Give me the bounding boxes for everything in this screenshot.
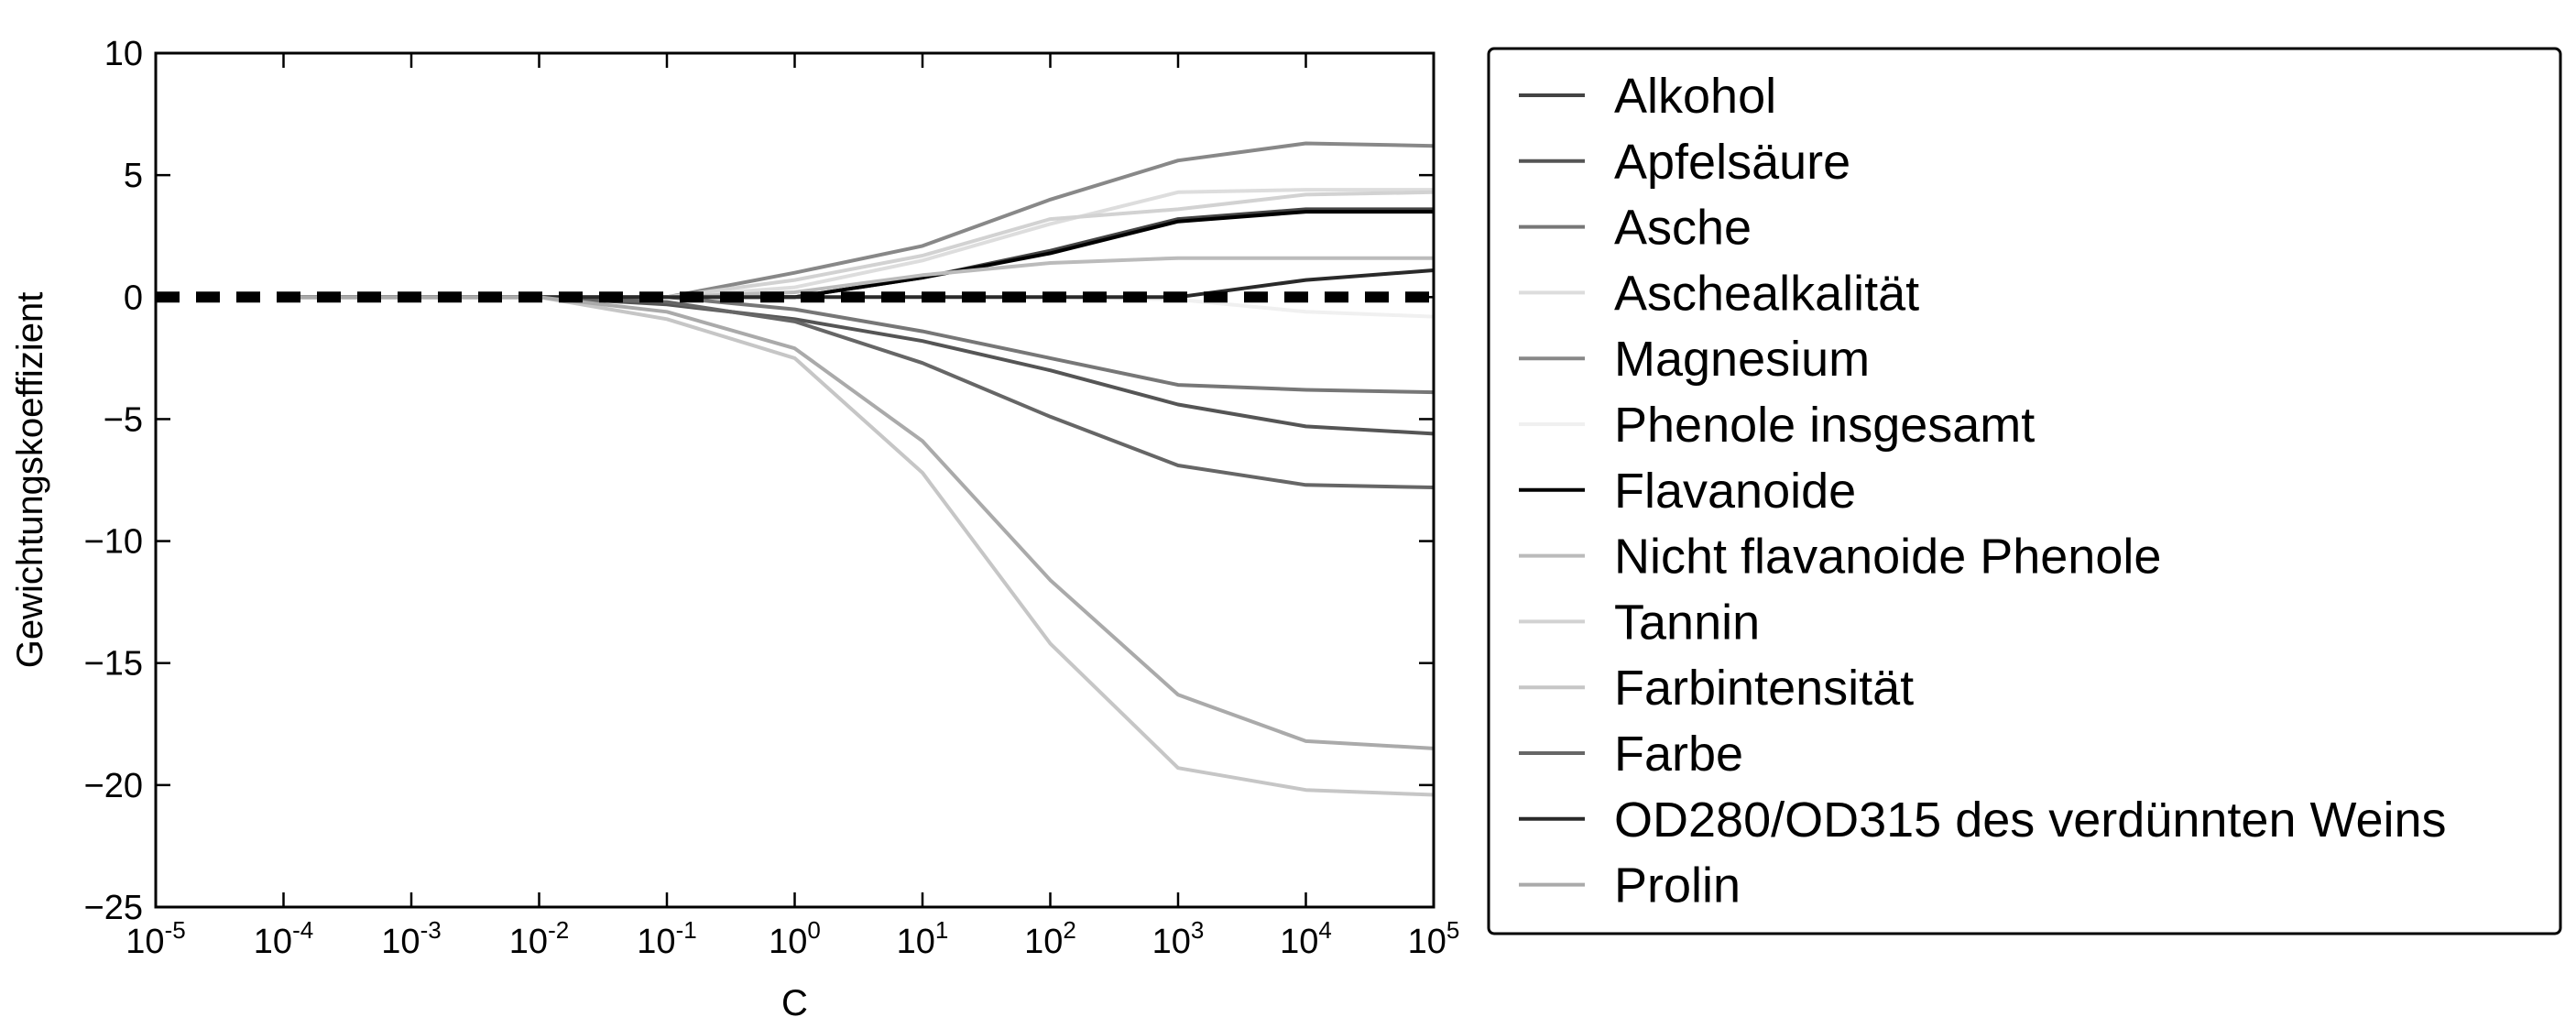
legend-label: Farbintensität <box>1614 661 1914 716</box>
legend-item: Magnesium <box>1519 332 1870 387</box>
series-layer <box>283 141 1435 797</box>
x-tick-label: 10-5 <box>126 916 185 961</box>
legend-box <box>1487 47 2562 935</box>
legend-item: Apfelsäure <box>1519 135 1850 190</box>
x-tick-label: 10-2 <box>509 916 569 961</box>
legend-item: Farbe <box>1519 727 1743 782</box>
legend-label: Alkohol <box>1614 69 1776 124</box>
y-tick-label: 0 <box>124 279 143 317</box>
legend-item: Nicht flavanoide Phenole <box>1519 530 2161 585</box>
legend-item: Tannin <box>1519 595 1760 650</box>
legend-label: Flavanoide <box>1614 464 1856 519</box>
x-tick-label: 10-1 <box>637 916 696 961</box>
y-tick-label: −5 <box>104 400 143 439</box>
series-line-7 <box>283 256 1434 300</box>
legend-label: Magnesium <box>1614 332 1870 387</box>
series-line-3 <box>283 188 1434 300</box>
legend-item: Asche <box>1519 201 1752 256</box>
y-tick-label: −20 <box>84 767 143 805</box>
x-tick-label: 105 <box>1408 916 1460 961</box>
legend: Alkohol Apfelsäure Asche Aschealkalität Magn… <box>1487 47 2562 935</box>
x-tick-label: 100 <box>769 916 821 961</box>
legend-label: Prolin <box>1614 858 1741 913</box>
legend-item: Farbintensität <box>1519 661 1914 716</box>
legend-label: Nicht flavanoide Phenole <box>1614 530 2161 585</box>
x-axis-title: C <box>781 983 808 1023</box>
series-line-12 <box>283 295 1435 750</box>
legend-item: Flavanoide <box>1519 464 1856 519</box>
x-tick-label: 101 <box>897 916 949 961</box>
legend-items: Alkohol Apfelsäure Asche Aschealkalität Magn… <box>1519 69 2447 913</box>
series-line-10 <box>283 295 1435 489</box>
axis-ticks: 10-5 10-4 10-3 10-2 10-1 100 101 102 103 104 10510… <box>84 35 1460 961</box>
legend-label: Aschealkalität <box>1614 266 1919 321</box>
x-tick-label: 103 <box>1152 916 1205 961</box>
x-tick-label: 102 <box>1024 916 1076 961</box>
legend-item: OD280/OD315 des verdünnten Weins <box>1519 793 2447 848</box>
y-axis-title: Gewichtungskoeffizient <box>10 292 50 669</box>
series-line-8 <box>283 190 1435 300</box>
x-tick-label: 10-4 <box>254 916 313 961</box>
legend-item: Phenole insgesamt <box>1519 398 2035 453</box>
legend-item: Alkohol <box>1519 69 1776 124</box>
series-line-2 <box>283 295 1435 395</box>
legend-label: Tannin <box>1614 595 1760 650</box>
x-tick-label: 10-3 <box>381 916 441 961</box>
legend-label: Farbe <box>1614 727 1743 782</box>
x-tick-label: 104 <box>1280 916 1332 961</box>
legend-label: OD280/OD315 des verdünnten Weins <box>1614 793 2447 848</box>
y-tick-label: −25 <box>84 889 143 927</box>
legend-label: Phenole insgesamt <box>1614 398 2035 453</box>
legend-label: Asche <box>1614 201 1752 256</box>
y-tick-label: 5 <box>124 157 143 195</box>
legend-label: Apfelsäure <box>1614 135 1850 190</box>
series-line-9 <box>283 295 1435 797</box>
legend-item: Aschealkalität <box>1519 266 1919 321</box>
legend-item: Prolin <box>1519 858 1741 913</box>
y-tick-label: 10 <box>104 35 143 73</box>
y-tick-label: −15 <box>84 645 143 684</box>
y-tick-label: −10 <box>84 523 143 562</box>
